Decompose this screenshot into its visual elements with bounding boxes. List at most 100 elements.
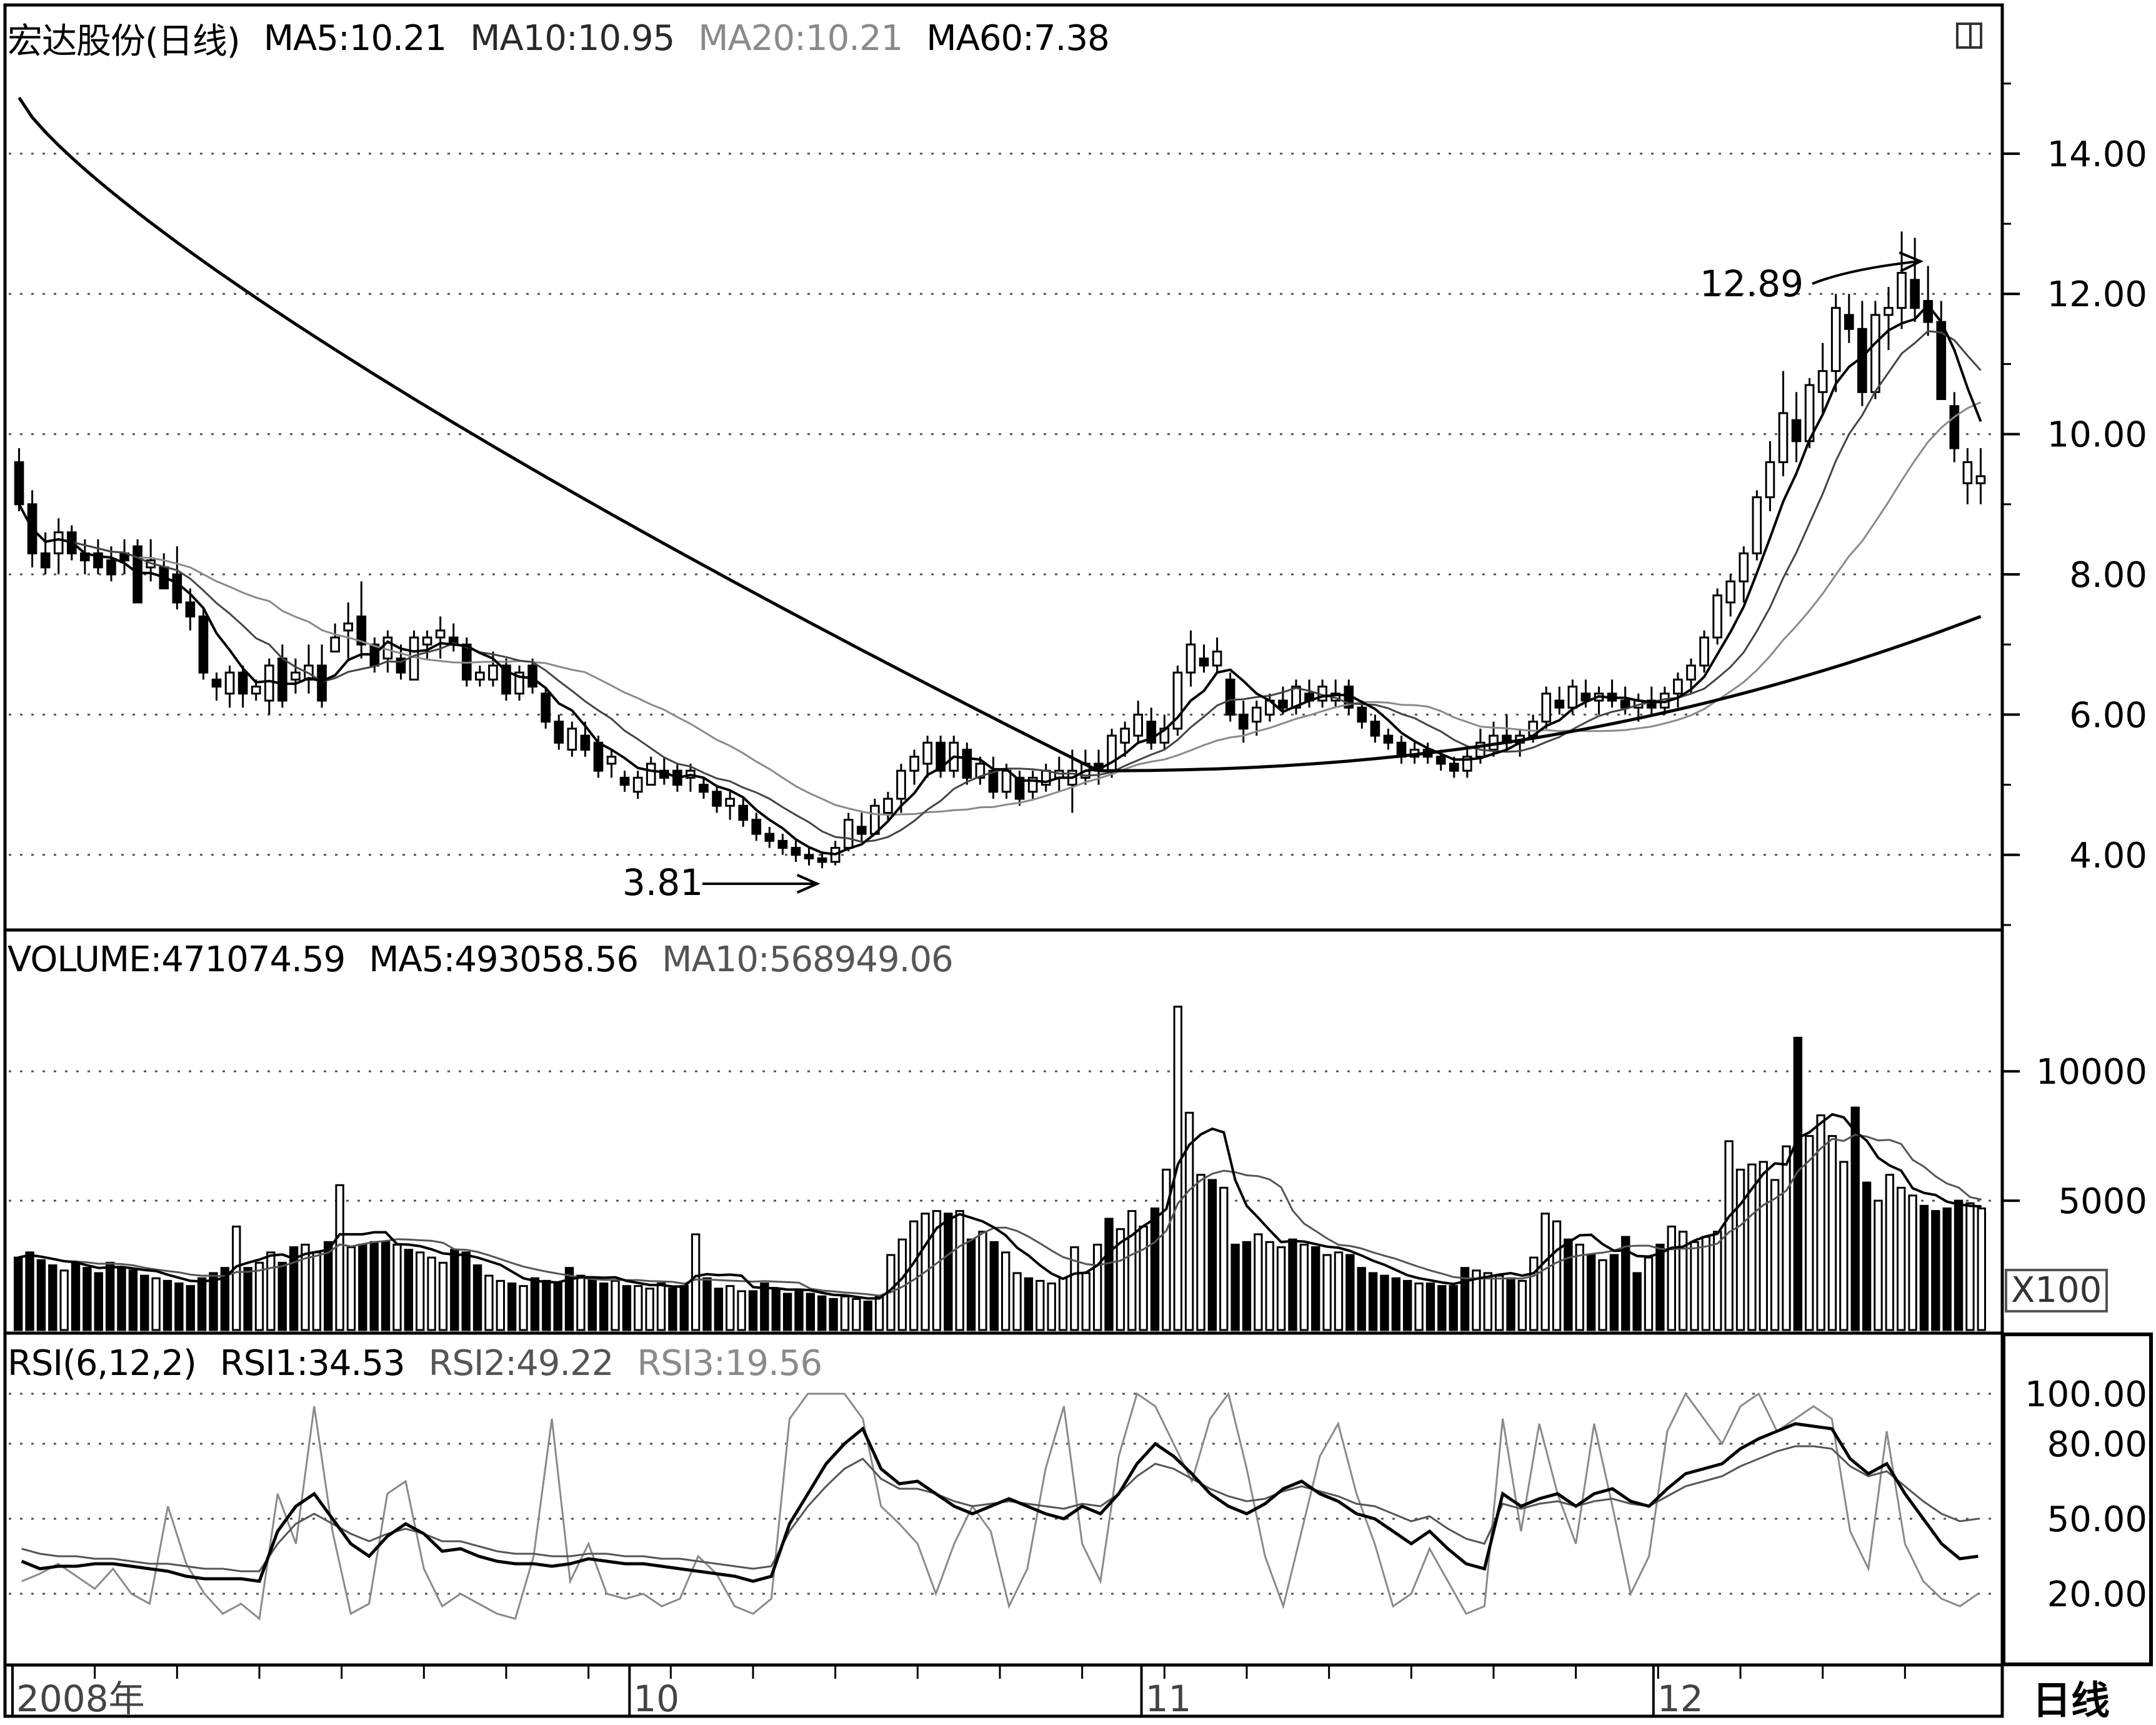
volume-bar — [1414, 1282, 1424, 1331]
candle-down — [856, 826, 867, 835]
volume-bar — [472, 1264, 482, 1331]
volume-bar — [1850, 1106, 1860, 1331]
candle-up — [1725, 580, 1736, 604]
volume-bar — [94, 1272, 103, 1331]
volume-bar — [1977, 1207, 1987, 1331]
volume-bar — [1299, 1243, 1309, 1331]
candle-up — [1133, 713, 1144, 737]
volume-bar — [162, 1279, 172, 1331]
volume-bar — [1311, 1246, 1320, 1331]
volume-bar — [1391, 1277, 1401, 1331]
volume-bar — [794, 1290, 804, 1331]
volume-bar — [1047, 1282, 1056, 1331]
candle-up — [291, 671, 301, 681]
candle-down — [1238, 713, 1249, 730]
volume-bar — [484, 1274, 494, 1331]
volume-bar — [1265, 1241, 1274, 1331]
volume-bar — [1827, 1135, 1837, 1331]
volume-bar — [312, 1251, 322, 1331]
rsi-axis-label: 50.00 — [2047, 1499, 2147, 1540]
candle-up — [567, 728, 577, 751]
volume-bar — [1667, 1225, 1676, 1331]
volume-bar — [289, 1246, 299, 1331]
volume-bar — [1127, 1210, 1137, 1331]
volume-bar — [782, 1292, 792, 1331]
volume-bar — [1805, 1135, 1814, 1331]
volume-bar — [1885, 1174, 1895, 1331]
volume-bar — [48, 1264, 57, 1331]
volume-panel-header: VOLUME:471074.59 MA5:493058.56 MA10:5689… — [7, 938, 954, 981]
volume-bar — [611, 1279, 620, 1331]
candle-up — [330, 636, 340, 652]
volume-bar — [1506, 1277, 1515, 1331]
candle-up — [343, 622, 354, 632]
rsi1-indicator: RSI1:34.53 — [219, 1342, 406, 1384]
volume-bar — [1540, 1212, 1550, 1331]
volume-bar — [587, 1277, 597, 1331]
volume-bar — [1942, 1207, 1952, 1331]
volume-bar — [220, 1267, 230, 1331]
candle-down — [712, 791, 722, 807]
volume-unit-label: X100 — [2005, 1269, 2109, 1312]
price-axis-label: 8.00 — [2069, 555, 2147, 596]
volume-bar — [1472, 1269, 1481, 1331]
low-price-annotation: 3.81 — [622, 861, 704, 904]
volume-bar — [174, 1282, 184, 1331]
candle-down — [237, 671, 248, 695]
volume-bar — [863, 1300, 872, 1331]
volume-bar — [530, 1277, 540, 1331]
volume-bar — [1368, 1272, 1378, 1331]
rsi-axis-label: 20.00 — [2047, 1574, 2147, 1615]
volume-bar — [1070, 1246, 1079, 1331]
volume-bar — [1104, 1218, 1114, 1331]
high-arrow-line — [1812, 260, 1920, 285]
volume-bar — [36, 1259, 46, 1331]
volume-bar — [59, 1269, 69, 1331]
volume-bar — [1575, 1243, 1584, 1331]
volume-bar — [634, 1285, 643, 1331]
volume-bar — [1322, 1254, 1332, 1331]
volume-bar — [656, 1282, 666, 1331]
volume-bar — [1357, 1267, 1366, 1331]
volume-bar — [1483, 1272, 1493, 1331]
candle-up — [883, 798, 893, 814]
panel-toggle-icon[interactable] — [1956, 22, 1982, 49]
candle-up — [53, 531, 64, 554]
volume-bar — [1024, 1277, 1034, 1331]
volume-bar — [691, 1233, 701, 1331]
candle-down — [1199, 658, 1209, 667]
volume-bar — [507, 1282, 517, 1331]
volume-bar — [1345, 1254, 1355, 1331]
candle-down — [804, 854, 814, 859]
volume-bar — [1735, 1168, 1745, 1331]
candle-down — [593, 741, 604, 772]
volume-bar — [1219, 1186, 1229, 1331]
volume-bar — [748, 1290, 758, 1331]
volume-bar — [461, 1251, 471, 1331]
volume-bar — [1770, 1179, 1780, 1331]
volume-bar — [197, 1277, 207, 1331]
volume-bar — [955, 1210, 964, 1331]
volume-bar — [840, 1295, 850, 1331]
volume-bar — [301, 1243, 310, 1331]
candle-up — [1567, 686, 1578, 709]
price-axis-label: 12.00 — [2047, 274, 2147, 315]
volume-bar — [1380, 1274, 1389, 1331]
price-axis-label: 14.00 — [2047, 134, 2147, 175]
volume-bar — [1494, 1274, 1504, 1331]
candle-up — [1212, 650, 1222, 667]
volume-bar — [404, 1249, 414, 1331]
volume-bar — [932, 1210, 942, 1331]
candle-down — [172, 573, 182, 604]
period-label[interactable]: 日线 — [2032, 1678, 2110, 1723]
volume-bar — [519, 1285, 528, 1331]
candle-down — [40, 552, 51, 569]
volume-bar — [1793, 1036, 1803, 1331]
date-axis-label: 11 — [1145, 1678, 1192, 1720]
volume-bar — [140, 1274, 149, 1331]
candle-up — [1107, 734, 1117, 772]
candle-down — [541, 692, 551, 723]
ma10-line — [18, 330, 1982, 843]
ma60-indicator: MA60:7.38 — [926, 18, 1109, 59]
candle-up — [725, 798, 735, 807]
